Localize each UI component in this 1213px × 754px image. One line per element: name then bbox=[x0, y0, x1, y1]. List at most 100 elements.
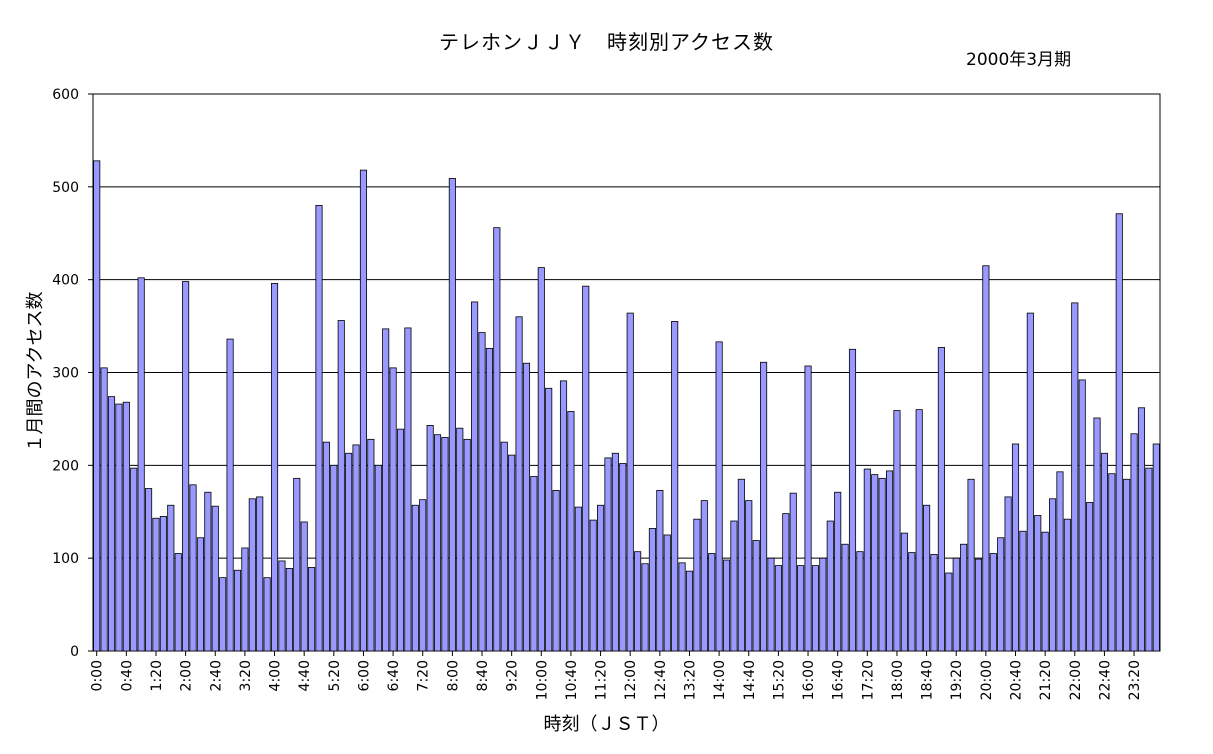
bar bbox=[1152, 443, 1160, 652]
bar bbox=[930, 554, 938, 652]
y-axis-ticks: 0 100 200 300 400 500 600 bbox=[52, 87, 93, 660]
bar bbox=[300, 521, 308, 652]
bar bbox=[834, 491, 842, 652]
bar bbox=[426, 425, 434, 652]
bar bbox=[270, 282, 279, 652]
chart-title: テレホンＪＪＹ 時刻別アクセス数 bbox=[439, 30, 774, 54]
bar bbox=[982, 265, 990, 652]
bar bbox=[500, 441, 508, 652]
bar bbox=[700, 500, 708, 652]
bar bbox=[463, 438, 471, 652]
bar bbox=[515, 316, 523, 652]
bar bbox=[574, 506, 582, 652]
x-tick-label: 20:00 bbox=[979, 660, 995, 700]
bar bbox=[567, 411, 575, 652]
bar bbox=[997, 537, 1005, 652]
y-tick-label: 500 bbox=[52, 180, 79, 196]
x-tick-label: 8:00 bbox=[445, 660, 461, 691]
x-tick-label: 18:00 bbox=[890, 660, 906, 700]
bar bbox=[330, 464, 338, 652]
bar bbox=[448, 178, 456, 652]
bars bbox=[93, 160, 1160, 652]
bar bbox=[389, 367, 397, 652]
x-tick-label: 22:40 bbox=[1097, 660, 1113, 700]
bar bbox=[671, 321, 679, 652]
bar bbox=[1093, 417, 1101, 652]
x-tick-label: 23:20 bbox=[1127, 660, 1143, 700]
x-tick-label: 3:20 bbox=[238, 660, 254, 691]
x-tick-label: 10:00 bbox=[534, 660, 550, 700]
bar bbox=[100, 367, 108, 652]
bar bbox=[619, 463, 627, 652]
bar bbox=[634, 551, 642, 652]
x-tick-label: 6:40 bbox=[386, 660, 402, 691]
bar bbox=[137, 277, 145, 652]
bar bbox=[582, 285, 590, 652]
bar bbox=[278, 560, 286, 652]
bar bbox=[248, 498, 256, 652]
bar bbox=[1063, 518, 1071, 652]
bar bbox=[871, 474, 879, 652]
bar bbox=[678, 562, 686, 652]
x-tick-label: 5:20 bbox=[327, 660, 343, 691]
bar bbox=[1004, 496, 1012, 652]
x-axis-ticks: 0:00 0:40 1:20 2:00 2:40 3:20 4:00 4:40 5:20 6:00… bbox=[90, 651, 1143, 700]
x-tick-label: 20:40 bbox=[1009, 660, 1025, 700]
bar bbox=[782, 513, 790, 652]
bar bbox=[1137, 407, 1146, 652]
bar bbox=[841, 543, 849, 652]
x-tick-label: 4:40 bbox=[297, 660, 313, 691]
bar bbox=[522, 362, 531, 652]
bar bbox=[886, 470, 894, 652]
bar bbox=[626, 312, 634, 652]
bar bbox=[611, 452, 619, 652]
grid-lines bbox=[93, 186, 1160, 559]
bar bbox=[737, 478, 745, 652]
x-tick-label: 16:00 bbox=[801, 660, 817, 700]
bar bbox=[263, 577, 271, 652]
bar bbox=[315, 204, 323, 652]
bar bbox=[923, 504, 931, 652]
bar bbox=[211, 505, 219, 652]
x-tick-label: 8:40 bbox=[475, 660, 491, 691]
bar bbox=[226, 338, 234, 652]
bar bbox=[1026, 312, 1034, 652]
bar bbox=[952, 557, 960, 652]
x-tick-label: 17:20 bbox=[860, 660, 876, 700]
x-tick-label: 12:40 bbox=[653, 660, 669, 700]
y-tick-label: 200 bbox=[52, 458, 79, 474]
bar bbox=[745, 500, 753, 652]
bar bbox=[1108, 473, 1116, 652]
bar bbox=[1056, 471, 1064, 652]
bar bbox=[374, 464, 382, 652]
bar bbox=[597, 504, 605, 652]
x-tick-label: 10:40 bbox=[564, 660, 580, 700]
bar bbox=[878, 477, 886, 652]
x-tick-label: 22:00 bbox=[1068, 660, 1084, 700]
bar bbox=[1034, 515, 1042, 652]
x-tick-label: 19:20 bbox=[949, 660, 965, 700]
bar bbox=[945, 572, 953, 652]
bar bbox=[1100, 452, 1108, 652]
bar bbox=[967, 478, 975, 652]
bar bbox=[382, 328, 390, 652]
x-tick-label: 0:00 bbox=[90, 660, 106, 691]
bar bbox=[189, 484, 197, 652]
bar bbox=[648, 528, 656, 652]
x-tick-label: 9:20 bbox=[505, 660, 521, 691]
bar bbox=[115, 403, 123, 652]
x-tick-label: 2:40 bbox=[208, 660, 224, 691]
bar bbox=[663, 534, 671, 652]
x-tick-label: 7:20 bbox=[416, 660, 432, 691]
bar bbox=[359, 169, 368, 652]
bar bbox=[93, 160, 101, 652]
bar bbox=[485, 347, 493, 652]
x-axis-label: 時刻（ＪＳＴ） bbox=[543, 714, 670, 735]
x-tick-label: 18:40 bbox=[920, 660, 936, 700]
bar bbox=[167, 504, 175, 652]
x-tick-label: 4:00 bbox=[268, 660, 284, 691]
bar bbox=[130, 467, 138, 652]
bar bbox=[530, 476, 538, 652]
bar bbox=[1086, 502, 1094, 652]
bar bbox=[789, 492, 797, 652]
